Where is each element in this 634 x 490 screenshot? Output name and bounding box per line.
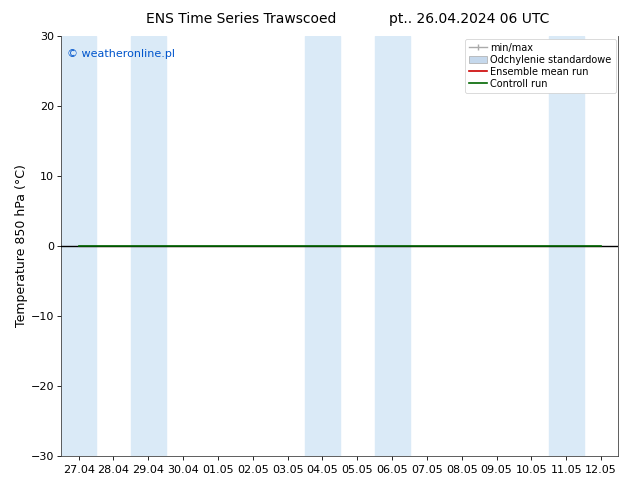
Bar [375, 36, 410, 456]
Bar [305, 36, 340, 456]
Text: ENS Time Series Trawscoed: ENS Time Series Trawscoed [146, 12, 336, 26]
Y-axis label: Temperature 850 hPa (°C): Temperature 850 hPa (°C) [15, 165, 28, 327]
Text: © weatheronline.pl: © weatheronline.pl [67, 49, 175, 59]
Bar [549, 36, 584, 456]
Legend: min/max, Odchylenie standardowe, Ensemble mean run, Controll run: min/max, Odchylenie standardowe, Ensembl… [465, 39, 616, 93]
Text: pt.. 26.04.2024 06 UTC: pt.. 26.04.2024 06 UTC [389, 12, 549, 26]
Bar [131, 36, 165, 456]
Bar [61, 36, 96, 456]
